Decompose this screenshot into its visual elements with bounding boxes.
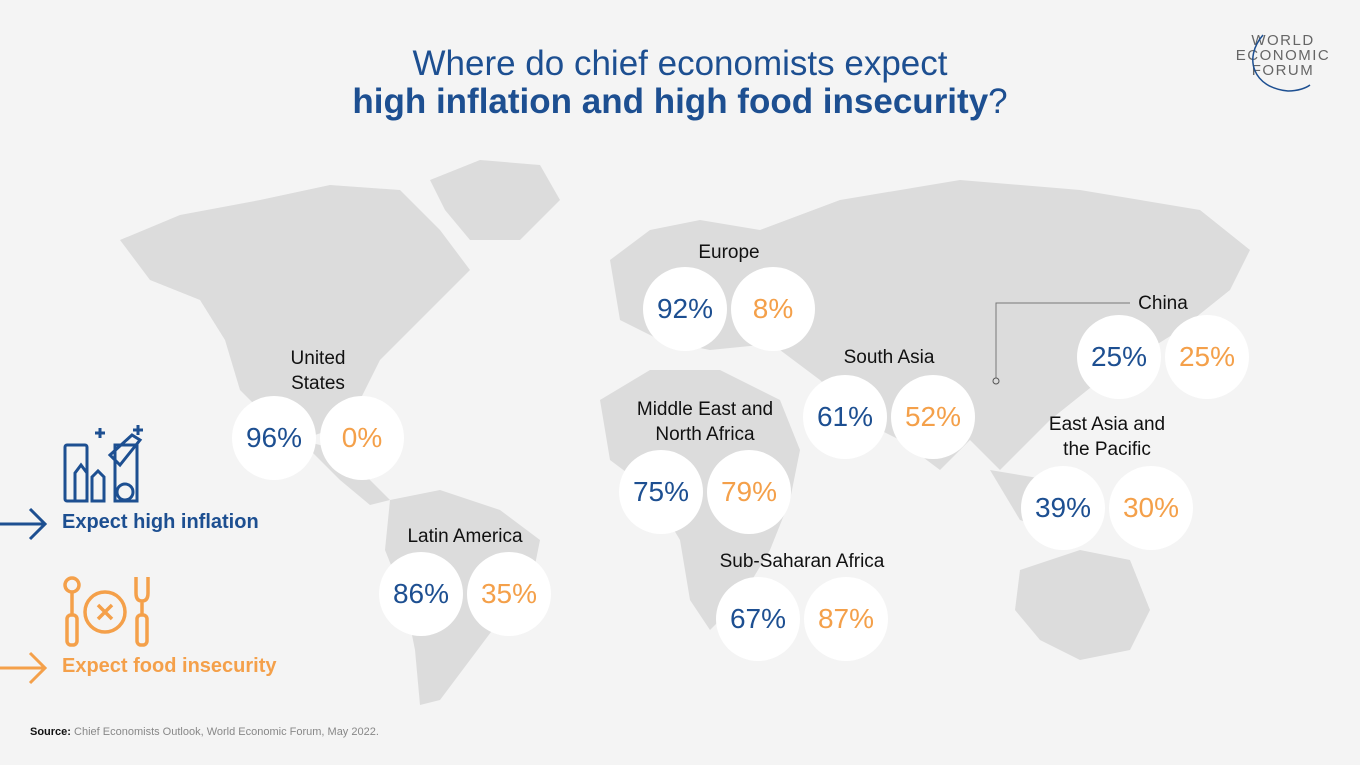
australia-shape <box>1015 550 1150 660</box>
source-label: Source: <box>30 726 71 738</box>
region-label: East Asia and the Pacific <box>997 412 1217 462</box>
food-insecurity-bubble: 52% <box>891 375 975 459</box>
orange-arrow-icon <box>0 651 48 685</box>
region-name: United <box>290 348 346 369</box>
region-name: the Pacific <box>1063 439 1151 460</box>
region-label: South Asia <box>779 345 999 370</box>
wef-logo-arc <box>1252 34 1311 92</box>
region-name: States <box>291 373 345 394</box>
food-insecurity-bubble: 25% <box>1165 315 1249 399</box>
inflation-bubble: 92% <box>643 267 727 351</box>
logo-text: WORLD <box>1251 32 1315 49</box>
inflation-bubble: 61% <box>803 375 887 459</box>
region-name: Latin America <box>407 526 523 547</box>
inflation-bubble: 39% <box>1021 466 1105 550</box>
food-insecurity-bubble: 0% <box>320 396 404 480</box>
region-name: Sub-Saharan Africa <box>719 551 885 572</box>
title-line-2: high inflation and high food insecurity? <box>0 82 1360 122</box>
food-insecurity-bubble: 8% <box>731 267 815 351</box>
food-insecurity-bubble: 30% <box>1109 466 1193 550</box>
food-insecurity-bubble: 87% <box>804 577 888 661</box>
groceries-price-tag-icon <box>63 425 143 503</box>
region-label: Europe <box>619 240 839 265</box>
logo-text: FORUM <box>1251 62 1315 79</box>
food-insecurity-bubble: 79% <box>707 450 791 534</box>
title-line-1: Where do chief economists expect <box>412 44 948 83</box>
legend-inflation-label: Expect high inflation <box>62 511 259 533</box>
inflation-bubble: 25% <box>1077 315 1161 399</box>
title-emphasis: high inflation and high food insecurity <box>352 82 989 121</box>
plate-cutlery-cross-icon <box>63 576 150 647</box>
greenland-shape <box>430 160 560 240</box>
food-insecurity-bubble: 35% <box>467 552 551 636</box>
region-name: Middle East and <box>636 399 774 420</box>
region-label: United States <box>208 346 428 396</box>
blue-arrow-icon <box>0 507 48 541</box>
region-label: Middle East and North Africa <box>595 397 815 447</box>
region-name: Europe <box>698 242 760 263</box>
title-question-mark: ? <box>988 82 1008 121</box>
inflation-bubble: 96% <box>232 396 316 480</box>
inflation-bubble: 67% <box>716 577 800 661</box>
region-name: China <box>1138 293 1188 314</box>
source-text: Chief Economists Outlook, World Economic… <box>74 726 379 738</box>
wef-logo: WORLD ECONOMIC FORUM <box>1228 32 1338 92</box>
region-label: China <box>1053 291 1273 316</box>
inflation-bubble: 86% <box>379 552 463 636</box>
legend-food-label: Expect food insecurity <box>62 655 277 677</box>
region-name: East Asia and <box>1048 414 1166 435</box>
region-label: Latin America <box>355 524 575 549</box>
inflation-bubble: 75% <box>619 450 703 534</box>
region-label: Sub-Saharan Africa <box>692 549 912 574</box>
logo-text: ECONOMIC <box>1235 47 1331 64</box>
north-america-shape <box>120 185 470 440</box>
region-name: South Asia <box>843 347 935 368</box>
region-name: North Africa <box>655 424 755 445</box>
source-note: Source: Chief Economists Outlook, World … <box>30 726 379 738</box>
